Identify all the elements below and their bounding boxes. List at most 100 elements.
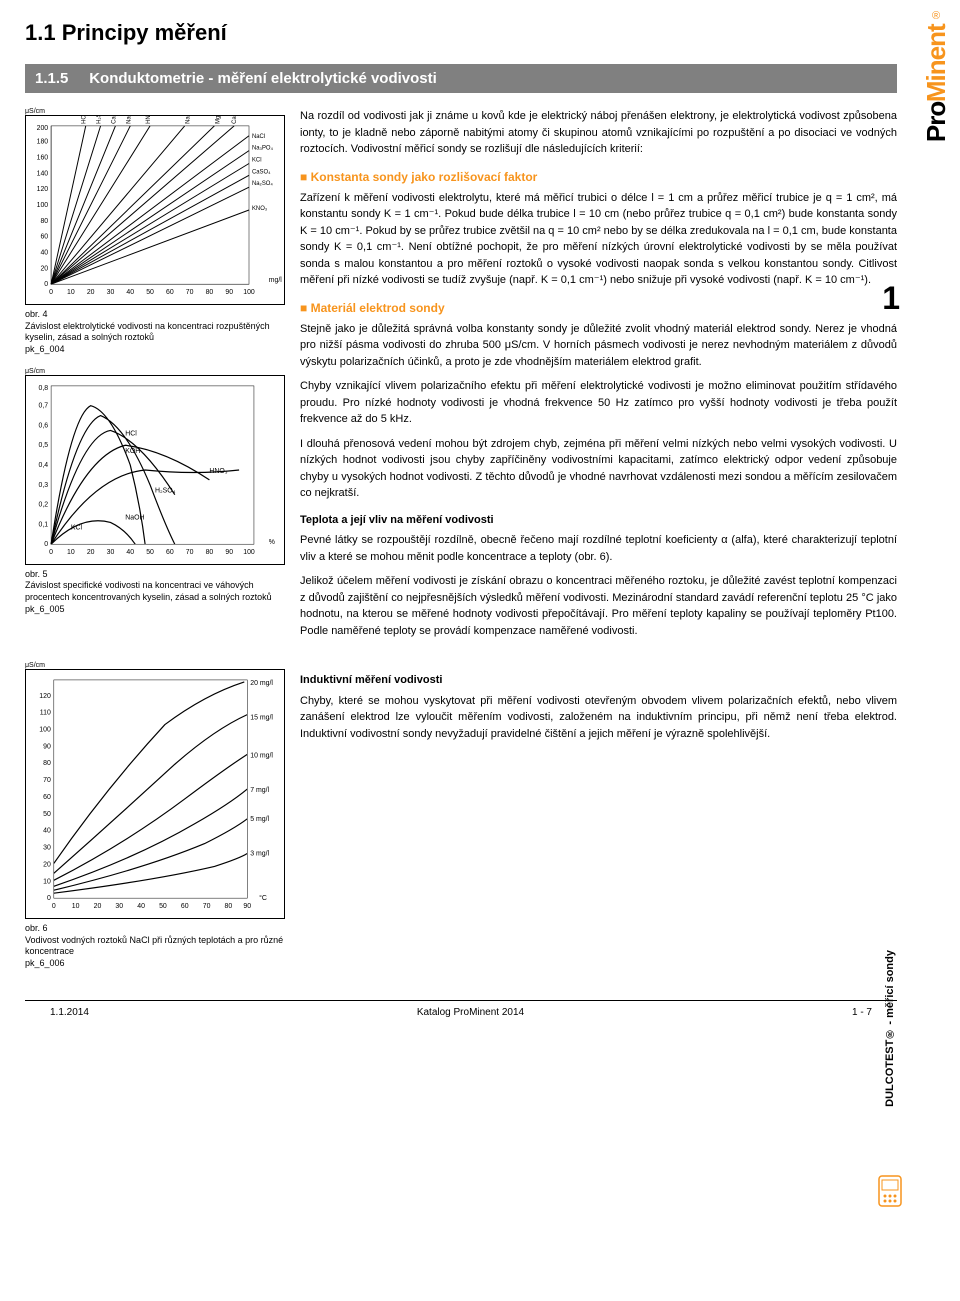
svg-text:7 mg/l: 7 mg/l (250, 787, 269, 794)
svg-text:HNO₃: HNO₃ (209, 468, 227, 475)
para3: Stejně jako je důležitá správná volba ko… (300, 321, 897, 371)
svg-text:100: 100 (39, 727, 51, 734)
svg-text:NaOH: NaOH (126, 116, 132, 124)
fig6-caption: obr. 6 Vodivost vodných roztoků NaCl při… (25, 923, 285, 970)
svg-text:0,3: 0,3 (39, 482, 49, 489)
svg-text:90: 90 (225, 549, 233, 556)
fig5-ylabel: μS/cm (25, 368, 285, 375)
svg-text:60: 60 (40, 234, 48, 241)
svg-text:20: 20 (94, 903, 102, 910)
fig5-chart: 00,10,2 0,30,40,5 0,60,70,8 01020 304050… (25, 375, 285, 565)
section-num: 1.1.5 (35, 70, 68, 87)
svg-text:80: 80 (225, 903, 233, 910)
svg-text:90: 90 (225, 289, 233, 296)
svg-text:MgCl₂: MgCl₂ (215, 116, 221, 124)
svg-text:5 mg/l: 5 mg/l (250, 816, 269, 823)
svg-text:0: 0 (47, 895, 51, 902)
svg-text:0,4: 0,4 (39, 462, 49, 469)
svg-text:40: 40 (137, 903, 145, 910)
svg-text:70: 70 (203, 903, 211, 910)
svg-text:HNO₃: HNO₃ (146, 116, 152, 124)
svg-text:15 mg/l: 15 mg/l (250, 715, 273, 722)
svg-text:20: 20 (87, 289, 95, 296)
svg-text:60: 60 (181, 903, 189, 910)
svg-text:70: 70 (186, 289, 194, 296)
svg-text:50: 50 (43, 811, 51, 818)
footer-left: 1.1.2014 (50, 1007, 89, 1018)
svg-text:120: 120 (37, 186, 49, 193)
svg-text:100: 100 (243, 289, 255, 296)
svg-text:°C: °C (259, 894, 267, 902)
svg-text:CaCl₂: CaCl₂ (232, 116, 238, 124)
svg-text:0,1: 0,1 (39, 521, 49, 528)
fig5-caption: obr. 5 Závislost specifické vodivosti na… (25, 569, 285, 616)
para6: Pevné látky se rozpouštějí rozdílně, obe… (300, 532, 897, 565)
svg-text:60: 60 (43, 794, 51, 801)
svg-text:80: 80 (206, 549, 214, 556)
svg-text:100: 100 (37, 202, 49, 209)
svg-text:60: 60 (166, 289, 174, 296)
svg-text:30: 30 (107, 289, 115, 296)
sub4: Induktivní měření vodivosti (300, 672, 897, 689)
svg-text:40: 40 (126, 289, 134, 296)
svg-text:80: 80 (40, 218, 48, 225)
sub3: Teplota a její vliv na měření vodivosti (300, 512, 897, 529)
para7: Jelikož účelem měření vodivosti je získá… (300, 573, 897, 639)
page-title: 1.1 Principy měření (25, 20, 897, 46)
sub2: Materiál elektrod sondy (300, 299, 897, 317)
svg-text:%: % (269, 539, 275, 546)
svg-text:KNO₃: KNO₃ (252, 206, 268, 212)
svg-text:20 mg/l: 20 mg/l (250, 680, 273, 687)
svg-text:0,6: 0,6 (39, 422, 49, 429)
svg-text:80: 80 (43, 760, 51, 767)
svg-text:40: 40 (43, 828, 51, 835)
svg-text:20: 20 (40, 265, 48, 272)
para5: I dlouhá přenosová vedení mohou být zdro… (300, 436, 897, 502)
svg-text:10: 10 (67, 289, 75, 296)
section-header: 1.1.5 Konduktometrie - měření elektrolyt… (25, 64, 897, 93)
svg-text:CaSO₄: CaSO₄ (252, 169, 271, 175)
svg-text:KCl: KCl (71, 524, 83, 531)
logo: ProMinent (921, 24, 952, 142)
svg-text:3 mg/l: 3 mg/l (250, 851, 269, 858)
footer-right: 1 - 7 (852, 1007, 872, 1018)
footer: 1.1.2014 Katalog ProMinent 2014 1 - 7 (25, 1000, 897, 1024)
para1: Na rozdíl od vodivosti jak ji známe u ko… (300, 108, 897, 158)
fig4-chart: 02040 6080100 120140160 180200 01020 304… (25, 115, 285, 305)
svg-text:90: 90 (243, 903, 251, 910)
side-label: DULCOTEST® - měřicí sondy (875, 950, 905, 1210)
svg-text:50: 50 (146, 549, 154, 556)
para8: Chyby, které se mohou vyskytovat při měř… (300, 693, 897, 743)
svg-text:60: 60 (166, 549, 174, 556)
svg-text:110: 110 (40, 710, 51, 717)
chapter-number: 1 (882, 280, 900, 317)
svg-text:0: 0 (52, 903, 56, 910)
svg-text:100: 100 (243, 549, 255, 556)
svg-text:mg/l: mg/l (269, 277, 283, 284)
svg-text:0,5: 0,5 (39, 442, 49, 449)
svg-text:Ca(OH)₂: Ca(OH)₂ (111, 116, 117, 124)
svg-text:10: 10 (72, 903, 80, 910)
svg-text:200: 200 (37, 125, 49, 132)
para2: Zařízení k měření vodivosti elektrolytu,… (300, 190, 897, 289)
fig4-caption: obr. 4 Závislost elektrolytické vodivost… (25, 309, 285, 356)
svg-text:NaOH: NaOH (125, 514, 144, 521)
svg-text:Na₃PO₄: Na₃PO₄ (252, 146, 274, 152)
svg-text:30: 30 (43, 845, 51, 852)
reg-icon: ® (932, 10, 940, 22)
svg-text:10: 10 (43, 878, 51, 885)
svg-text:70: 70 (43, 777, 51, 784)
svg-text:0: 0 (49, 549, 53, 556)
svg-text:0: 0 (44, 541, 48, 548)
svg-text:180: 180 (37, 139, 49, 146)
svg-text:H₂SO₄: H₂SO₄ (97, 116, 103, 124)
svg-text:20: 20 (43, 861, 51, 868)
svg-text:NaCl: NaCl (252, 134, 265, 140)
fig4-ylabel: μS/cm (25, 108, 285, 115)
svg-text:10: 10 (67, 549, 75, 556)
svg-text:Na₂CO₃: Na₂CO₃ (186, 116, 192, 124)
svg-text:70: 70 (186, 549, 194, 556)
svg-text:20: 20 (87, 549, 95, 556)
svg-text:120: 120 (39, 693, 51, 700)
svg-text:KCl: KCl (252, 158, 262, 164)
